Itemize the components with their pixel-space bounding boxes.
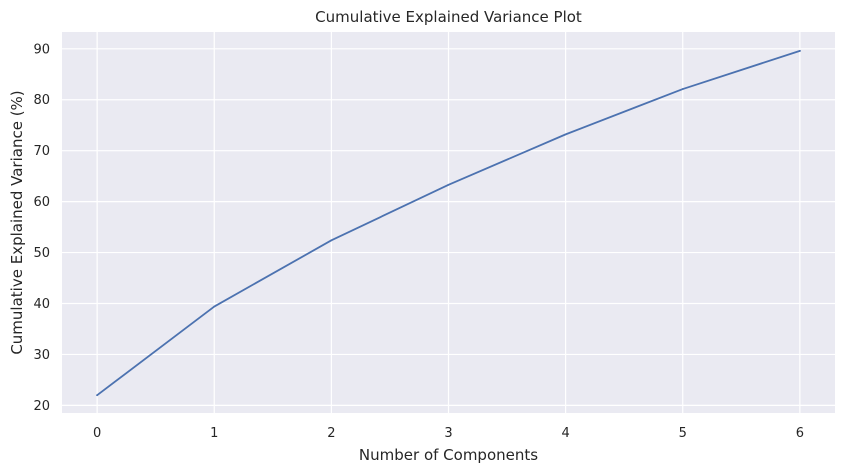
data-point: [798, 49, 801, 52]
x-tick-label: 0: [93, 426, 101, 441]
data-point: [96, 394, 99, 397]
y-tick-label: 90: [33, 42, 50, 57]
data-point: [213, 305, 216, 308]
x-tick-label: 4: [561, 426, 569, 441]
chart-title: Cumulative Explained Variance Plot: [315, 8, 582, 26]
data-point: [330, 239, 333, 242]
x-tick-label: 6: [796, 426, 804, 441]
x-axis-label: Number of Components: [359, 446, 538, 464]
y-tick-label: 20: [33, 399, 50, 414]
data-point: [564, 133, 567, 136]
data-point: [447, 183, 450, 186]
x-tick-label: 2: [327, 426, 335, 441]
tick-labels: 20 30 40 50 60 70 80 90 0 1 2 3 4 5 6: [33, 42, 804, 441]
y-tick-label: 40: [33, 297, 50, 312]
y-axis-label: Cumulative Explained Variance (%): [8, 90, 26, 354]
x-tick-label: 1: [210, 426, 218, 441]
y-tick-label: 80: [33, 93, 50, 108]
grid-lines: [62, 32, 835, 413]
data-point: [681, 88, 684, 90]
y-tick-label: 30: [33, 348, 50, 363]
y-tick-label: 70: [33, 144, 50, 159]
y-tick-label: 50: [33, 246, 50, 261]
x-tick-label: 3: [444, 426, 452, 441]
x-tick-label: 5: [679, 426, 687, 441]
y-tick-label: 60: [33, 195, 50, 210]
series-layer: [96, 49, 801, 397]
